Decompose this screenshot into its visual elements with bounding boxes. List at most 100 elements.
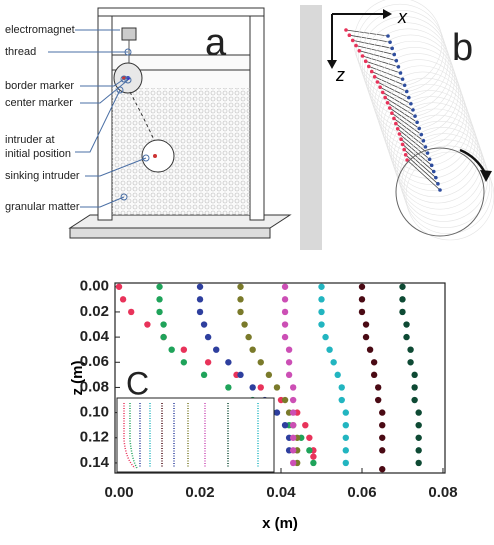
- point: [273, 409, 281, 416]
- axes-arrows: [331, 13, 385, 62]
- point: [415, 409, 422, 416]
- point: [338, 384, 345, 391]
- point: [196, 308, 204, 316]
- intruder: [395, 147, 485, 237]
- marker: [366, 64, 371, 69]
- marker: [438, 188, 442, 192]
- link: [362, 55, 399, 68]
- marker: [357, 49, 362, 53]
- ghost: [372, 53, 462, 142]
- point: [310, 459, 317, 467]
- point: [285, 346, 293, 353]
- point: [379, 409, 386, 416]
- point: [342, 421, 349, 429]
- plot-frame: [114, 282, 446, 474]
- point: [342, 409, 349, 416]
- link: [377, 81, 409, 98]
- point: [322, 333, 329, 341]
- point: [281, 421, 289, 429]
- link: [349, 34, 391, 43]
- marker: [344, 28, 348, 32]
- ghost: [353, 0, 443, 87]
- point: [196, 283, 204, 290]
- point: [407, 346, 414, 353]
- point: [379, 447, 386, 454]
- marker: [372, 75, 377, 79]
- link: [345, 29, 389, 37]
- point: [281, 308, 289, 316]
- ghost: [393, 114, 482, 204]
- point: [245, 333, 252, 341]
- y-tick-label: 0.00: [80, 278, 109, 295]
- panel-label: C: [126, 365, 149, 401]
- y-tick-label: 0.02: [80, 303, 109, 320]
- marker: [396, 65, 401, 69]
- point: [306, 447, 313, 454]
- marker: [388, 40, 392, 44]
- marker: [413, 114, 417, 118]
- ghost: [405, 151, 494, 241]
- marker: [427, 157, 432, 161]
- link: [406, 159, 441, 191]
- point: [374, 396, 382, 404]
- marker: [407, 95, 411, 100]
- link: [352, 40, 393, 49]
- point: [407, 359, 414, 366]
- point: [200, 321, 208, 328]
- point: [119, 296, 127, 303]
- marker: [383, 95, 387, 100]
- link: [365, 60, 401, 74]
- point: [358, 296, 366, 303]
- marker: [402, 83, 407, 88]
- annotation: intruder at initial position: [5, 134, 71, 160]
- marker: [403, 153, 408, 157]
- ghost: [384, 90, 474, 179]
- link: [399, 133, 430, 160]
- annotation: thread: [5, 46, 36, 58]
- leaders: [48, 29, 150, 208]
- point: [415, 434, 422, 441]
- point: [204, 333, 212, 341]
- point: [374, 384, 382, 391]
- marker: [398, 71, 403, 75]
- marker: [431, 169, 436, 174]
- link: [368, 66, 403, 80]
- marker: [436, 182, 440, 186]
- link: [389, 107, 420, 129]
- marker: [392, 52, 397, 57]
- point: [273, 384, 281, 391]
- link: [397, 128, 428, 154]
- point: [289, 459, 297, 467]
- point: [200, 371, 208, 379]
- ghost: [370, 46, 459, 136]
- y-tick-label: 0.04: [80, 328, 110, 345]
- point: [411, 371, 418, 379]
- point: [180, 346, 188, 353]
- point: [415, 421, 422, 429]
- ghost: [366, 34, 455, 124]
- point: [362, 321, 370, 328]
- arrow-head: [327, 60, 337, 69]
- point: [196, 296, 204, 303]
- marker: [421, 138, 426, 143]
- point: [281, 396, 289, 404]
- annotation: granular matter: [5, 201, 80, 213]
- panel-label: b: [452, 27, 473, 69]
- link: [359, 50, 397, 62]
- point: [338, 396, 345, 404]
- marker: [380, 90, 385, 95]
- ghost: [395, 120, 484, 210]
- marker: [395, 127, 400, 131]
- x-tick-label: 0.08: [428, 484, 457, 501]
- link: [384, 97, 416, 117]
- point: [362, 333, 370, 341]
- point: [168, 346, 175, 353]
- point: [289, 421, 297, 429]
- ghost: [382, 83, 472, 173]
- link: [393, 118, 424, 142]
- marker: [423, 145, 428, 149]
- point: [379, 434, 386, 441]
- point: [310, 453, 317, 460]
- link: [371, 71, 405, 86]
- point: [411, 384, 418, 391]
